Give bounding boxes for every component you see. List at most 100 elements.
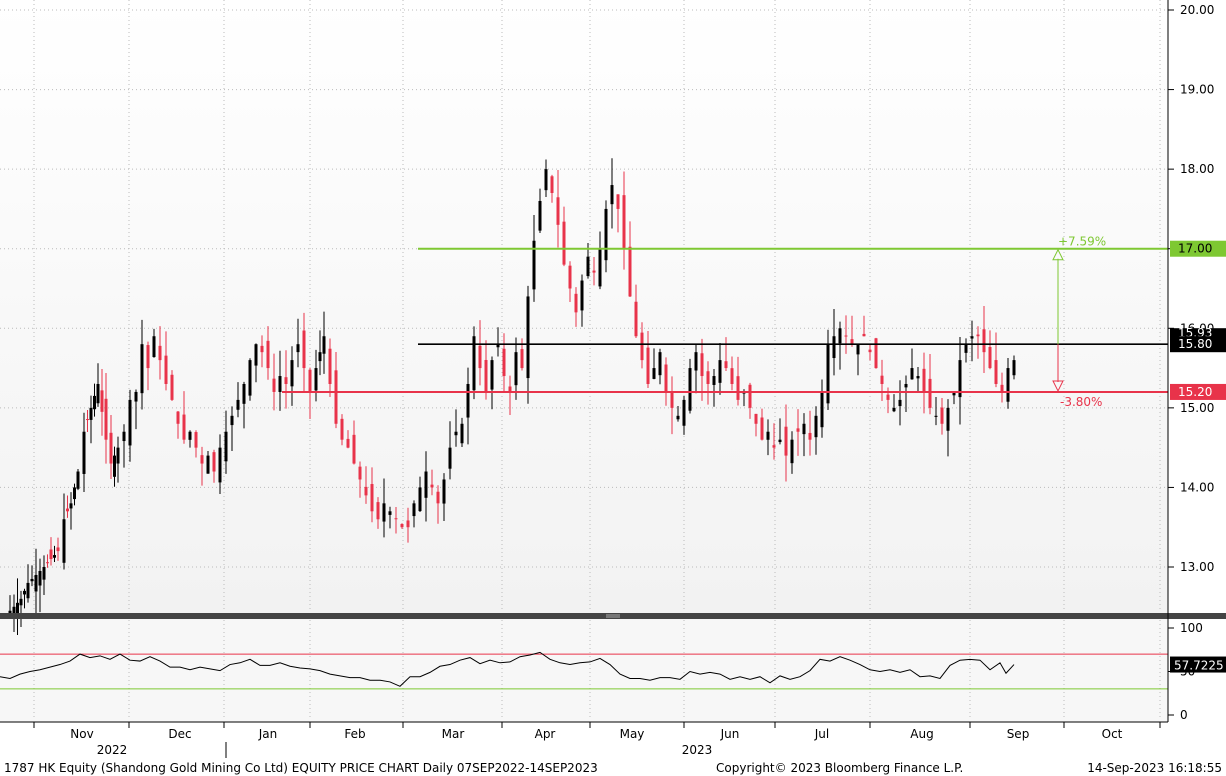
year-label-2023: 2023 <box>682 743 713 757</box>
candle-body <box>988 346 992 369</box>
candle-body <box>658 352 662 376</box>
candle-body <box>544 169 548 191</box>
candle-body <box>302 330 306 369</box>
candle-body <box>290 360 294 387</box>
candle-body <box>346 438 350 448</box>
candle-body <box>508 386 512 392</box>
candle-body <box>538 200 542 231</box>
last-price-tag-bg <box>1170 328 1226 338</box>
candle-body <box>442 479 446 504</box>
candle-body <box>176 411 180 424</box>
candle-body <box>96 383 100 404</box>
candle-body <box>646 347 650 384</box>
candle-body <box>164 355 168 384</box>
candle-body <box>236 399 240 410</box>
candle-body <box>640 332 644 361</box>
rsi-panel-background <box>0 618 1168 722</box>
candle-body <box>826 344 830 404</box>
candle-body <box>532 240 536 290</box>
candle-body <box>862 333 866 337</box>
candle-body <box>976 334 980 337</box>
candle-body <box>922 368 926 392</box>
candle-body <box>712 376 716 385</box>
candlesticks <box>8 158 1016 635</box>
candle-body <box>358 466 362 480</box>
month-label: Feb <box>344 727 365 741</box>
candle-body <box>254 344 258 366</box>
candle-body <box>23 590 26 595</box>
candle-body <box>109 432 113 464</box>
candle-body <box>730 368 734 384</box>
candle-body <box>8 610 12 616</box>
candle-body <box>718 360 722 383</box>
candle-body <box>406 520 410 528</box>
candle-body <box>772 445 776 448</box>
candle-body <box>832 336 836 359</box>
candle-body <box>248 360 252 396</box>
footer-timestamp: 14-Sep-2023 16:18:55 <box>1087 761 1222 775</box>
year-label-2022: 2022 <box>97 743 128 757</box>
candle-body <box>328 348 332 384</box>
candle-body <box>1000 384 1004 392</box>
candle-body <box>652 368 656 379</box>
candle-body <box>568 265 572 289</box>
rsi-tick-label: 0 <box>1180 708 1188 722</box>
candle-body <box>754 413 758 424</box>
candle-body <box>370 484 374 512</box>
candle-body <box>73 487 76 500</box>
candle-body <box>436 491 440 504</box>
candle-body <box>634 301 638 337</box>
candle-body <box>140 344 144 394</box>
rsi-tick-label: 100 <box>1180 621 1203 635</box>
candle-body <box>784 426 788 456</box>
candle-body <box>278 376 282 392</box>
candle-body <box>418 487 422 512</box>
candle-body <box>472 336 476 391</box>
candle-body <box>616 194 620 209</box>
candle-body <box>340 418 344 440</box>
candle-body <box>550 176 554 194</box>
candle-body <box>880 375 884 384</box>
candle-body <box>76 471 80 489</box>
candle-body <box>682 399 686 426</box>
price-tick-label: 15.00 <box>1180 401 1214 415</box>
candle-body <box>946 407 950 431</box>
panel-separator[interactable] <box>0 613 1226 619</box>
candle-body <box>296 344 300 353</box>
candle-body <box>242 383 246 404</box>
price-tick-label: 19.00 <box>1180 83 1214 97</box>
month-label: Apr <box>535 727 556 741</box>
candle-body <box>808 432 812 440</box>
candle-body <box>952 391 956 396</box>
candle-body <box>30 578 34 582</box>
month-label: Sep <box>1007 727 1030 741</box>
candle-body <box>1012 360 1016 376</box>
candle-body <box>89 407 93 420</box>
candle-body <box>284 377 288 384</box>
candle-body <box>994 360 998 384</box>
candle-body <box>958 360 962 398</box>
price-tick-label: 18.00 <box>1180 162 1214 176</box>
candle-body <box>16 602 19 619</box>
candle-body <box>314 368 318 391</box>
candle-body <box>134 391 138 402</box>
candle-body <box>580 280 584 311</box>
candle-body <box>122 431 126 442</box>
candle-body <box>113 455 116 477</box>
candle-body <box>520 349 524 369</box>
candle-body <box>760 417 764 440</box>
candle-body <box>318 352 322 362</box>
candle-body <box>260 345 264 353</box>
candle-body <box>42 567 46 580</box>
candle-body <box>724 361 728 369</box>
candle-body <box>778 439 782 443</box>
up-arrow-icon <box>1052 248 1064 261</box>
candle-body <box>100 390 104 412</box>
month-label: Aug <box>910 727 933 741</box>
candle-body <box>490 360 494 390</box>
candle-body <box>916 376 920 379</box>
candle-body <box>1006 368 1010 402</box>
footer-copyright: Copyright© 2023 Bloomberg Finance L.P. <box>716 761 963 775</box>
price-tick-label: 20.00 <box>1180 3 1214 17</box>
candle-body <box>66 508 69 512</box>
